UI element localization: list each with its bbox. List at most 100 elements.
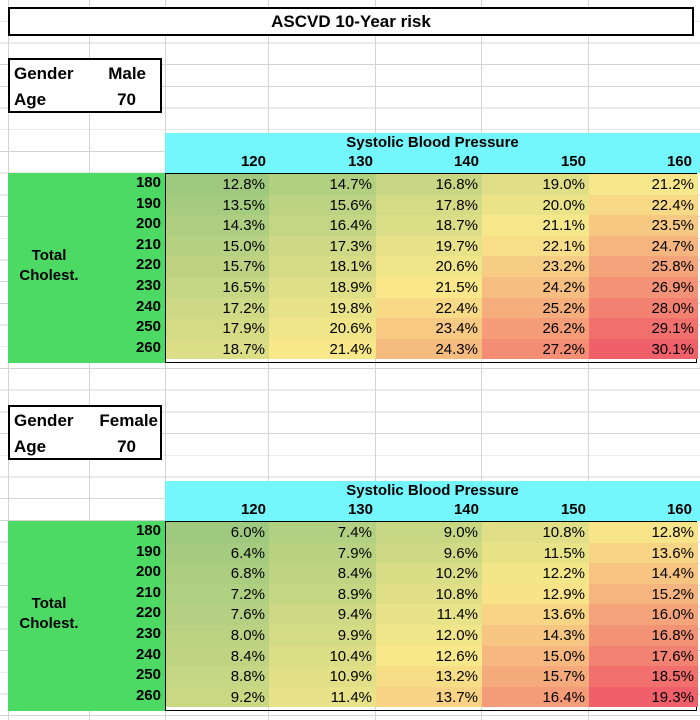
risk-cell[interactable]: 12.0% bbox=[376, 625, 482, 646]
risk-cell[interactable]: 7.4% bbox=[269, 522, 376, 543]
risk-cell[interactable]: 14.3% bbox=[166, 215, 269, 236]
female-info-box[interactable]: Gender Female Age 70 bbox=[8, 405, 162, 460]
female-sbp-header[interactable]: Systolic Blood Pressure 120 130 140 150 … bbox=[165, 481, 700, 521]
risk-cell[interactable]: 14.4% bbox=[589, 563, 698, 584]
risk-cell[interactable]: 10.8% bbox=[376, 583, 482, 605]
risk-cell[interactable]: 16.8% bbox=[376, 174, 482, 195]
risk-cell[interactable]: 12.9% bbox=[482, 583, 589, 605]
risk-cell[interactable]: 27.2% bbox=[482, 338, 589, 360]
risk-cell[interactable]: 13.5% bbox=[166, 194, 269, 216]
risk-cell[interactable]: 14.7% bbox=[269, 174, 376, 195]
risk-cell[interactable]: 17.9% bbox=[166, 318, 269, 339]
risk-cell[interactable]: 15.7% bbox=[166, 256, 269, 277]
risk-cell[interactable]: 25.8% bbox=[589, 256, 698, 277]
risk-cell[interactable]: 24.2% bbox=[482, 277, 589, 298]
risk-cell[interactable]: 15.0% bbox=[482, 645, 589, 667]
risk-cell[interactable]: 17.3% bbox=[269, 235, 376, 257]
risk-cell[interactable]: 7.6% bbox=[166, 604, 269, 625]
risk-cell[interactable]: 8.8% bbox=[166, 666, 269, 687]
risk-cell[interactable]: 9.0% bbox=[376, 522, 482, 543]
risk-cell[interactable]: 6.4% bbox=[166, 542, 269, 564]
risk-cell[interactable]: 26.2% bbox=[482, 318, 589, 339]
risk-cell[interactable]: 29.1% bbox=[589, 318, 698, 339]
risk-cell[interactable]: 14.3% bbox=[482, 625, 589, 646]
risk-cell[interactable]: 23.2% bbox=[482, 256, 589, 277]
risk-cell[interactable]: 23.4% bbox=[376, 318, 482, 339]
risk-cell[interactable]: 9.9% bbox=[269, 625, 376, 646]
risk-cell[interactable]: 24.7% bbox=[589, 235, 698, 257]
risk-cell[interactable]: 18.7% bbox=[376, 215, 482, 236]
risk-cell[interactable]: 8.4% bbox=[269, 563, 376, 584]
risk-cell[interactable]: 6.8% bbox=[166, 563, 269, 584]
risk-cell[interactable]: 17.6% bbox=[589, 645, 698, 667]
risk-cell[interactable]: 16.5% bbox=[166, 277, 269, 298]
risk-cell[interactable]: 6.0% bbox=[166, 522, 269, 543]
risk-cell[interactable]: 18.5% bbox=[589, 666, 698, 687]
risk-cell[interactable]: 15.6% bbox=[269, 194, 376, 216]
risk-cell[interactable]: 10.9% bbox=[269, 666, 376, 687]
risk-cell[interactable]: 13.6% bbox=[482, 604, 589, 625]
risk-cell[interactable]: 22.4% bbox=[589, 194, 698, 216]
risk-cell[interactable]: 15.0% bbox=[166, 235, 269, 257]
risk-cell[interactable]: 11.4% bbox=[269, 686, 376, 708]
female-cholesterol-header[interactable]: Total Cholest. 180 190 200 210 220 230 240 250 2… bbox=[8, 521, 165, 711]
risk-cell[interactable]: 22.4% bbox=[376, 297, 482, 319]
risk-cell[interactable]: 30.1% bbox=[589, 338, 698, 360]
male-cholesterol-header[interactable]: Total Cholest. 180 190 200 210 220 230 240 250 2… bbox=[8, 173, 165, 363]
chol-label-line2: Cholest. bbox=[19, 615, 79, 632]
risk-cell[interactable]: 13.2% bbox=[376, 666, 482, 687]
risk-cell[interactable]: 12.8% bbox=[166, 174, 269, 195]
risk-cell[interactable]: 16.8% bbox=[589, 625, 698, 646]
risk-cell[interactable]: 12.6% bbox=[376, 645, 482, 667]
risk-cell[interactable]: 13.6% bbox=[589, 542, 698, 564]
risk-cell[interactable]: 8.4% bbox=[166, 645, 269, 667]
risk-cell[interactable]: 21.2% bbox=[589, 174, 698, 195]
risk-cell[interactable]: 7.2% bbox=[166, 583, 269, 605]
risk-cell[interactable]: 20.0% bbox=[482, 194, 589, 216]
risk-cell[interactable]: 10.4% bbox=[269, 645, 376, 667]
risk-cell[interactable]: 15.2% bbox=[589, 583, 698, 605]
risk-cell[interactable]: 21.1% bbox=[482, 215, 589, 236]
risk-cell[interactable]: 12.8% bbox=[589, 522, 698, 543]
risk-cell[interactable]: 13.7% bbox=[376, 686, 482, 708]
risk-cell[interactable]: 19.3% bbox=[589, 686, 698, 708]
risk-cell[interactable]: 15.7% bbox=[482, 666, 589, 687]
risk-cell[interactable]: 19.0% bbox=[482, 174, 589, 195]
risk-cell[interactable]: 10.2% bbox=[376, 563, 482, 584]
risk-cell[interactable]: 8.0% bbox=[166, 625, 269, 646]
risk-cell[interactable]: 22.1% bbox=[482, 235, 589, 257]
risk-cell[interactable]: 19.7% bbox=[376, 235, 482, 257]
risk-cell[interactable]: 18.1% bbox=[269, 256, 376, 277]
male-info-box[interactable]: Gender Male Age 70 bbox=[8, 58, 162, 113]
risk-cell[interactable]: 20.6% bbox=[269, 318, 376, 339]
risk-cell[interactable]: 26.9% bbox=[589, 277, 698, 298]
male-sbp-header[interactable]: Systolic Blood Pressure 120 130 140 150 … bbox=[165, 133, 700, 173]
sheet-title[interactable]: ASCVD 10-Year risk bbox=[8, 7, 694, 36]
risk-cell[interactable]: 16.0% bbox=[589, 604, 698, 625]
risk-cell[interactable]: 17.2% bbox=[166, 297, 269, 319]
risk-cell[interactable]: 18.9% bbox=[269, 277, 376, 298]
risk-cell[interactable]: 19.8% bbox=[269, 297, 376, 319]
risk-cell[interactable]: 11.5% bbox=[482, 542, 589, 564]
risk-cell[interactable]: 21.5% bbox=[376, 277, 482, 298]
risk-cell[interactable]: 20.6% bbox=[376, 256, 482, 277]
risk-cell[interactable]: 25.2% bbox=[482, 297, 589, 319]
risk-cell[interactable]: 10.8% bbox=[482, 522, 589, 543]
risk-cell[interactable]: 21.4% bbox=[269, 338, 376, 360]
risk-cell[interactable]: 24.3% bbox=[376, 338, 482, 360]
risk-cell[interactable]: 12.2% bbox=[482, 563, 589, 584]
risk-cell[interactable]: 9.6% bbox=[376, 542, 482, 564]
risk-cell[interactable]: 17.8% bbox=[376, 194, 482, 216]
risk-cell[interactable]: 9.4% bbox=[269, 604, 376, 625]
risk-cell[interactable]: 18.7% bbox=[166, 338, 269, 360]
risk-cell[interactable]: 16.4% bbox=[269, 215, 376, 236]
risk-cell[interactable]: 23.5% bbox=[589, 215, 698, 236]
risk-cell[interactable]: 11.4% bbox=[376, 604, 482, 625]
risk-cell[interactable]: 16.4% bbox=[482, 686, 589, 708]
male-risk-grid[interactable]: 12.8% 14.7% 16.8% 19.0% 21.2% 13.5% 15.6% 17.8%… bbox=[165, 173, 698, 363]
risk-cell[interactable]: 7.9% bbox=[269, 542, 376, 564]
risk-cell[interactable]: 9.2% bbox=[166, 686, 269, 708]
risk-cell[interactable]: 28.0% bbox=[589, 297, 698, 319]
risk-cell[interactable]: 8.9% bbox=[269, 583, 376, 605]
female-risk-grid[interactable]: 6.0% 7.4% 9.0% 10.8% 12.8% 6.4% 7.9% 9.6% 11.5% 1… bbox=[165, 521, 698, 711]
